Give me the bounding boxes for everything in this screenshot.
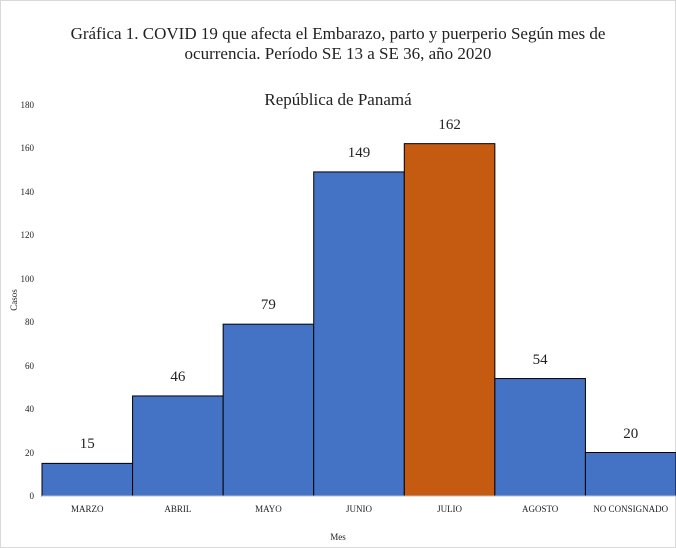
x-tick-label: JULIO (437, 504, 463, 514)
y-tick-label: 20 (25, 447, 34, 458)
data-label: 46 (170, 368, 186, 385)
data-label: 79 (260, 297, 276, 314)
y-axis-label: Casos (9, 289, 19, 311)
bar (494, 378, 586, 497)
data-label: 15 (79, 436, 95, 453)
data-label: 149 (347, 144, 371, 161)
x-tick-label: JUNIO (346, 504, 372, 514)
bar (132, 395, 224, 497)
y-tick-label: 0 (29, 491, 35, 501)
data-label: 54 (532, 351, 548, 368)
y-tick-label: 120 (20, 230, 35, 240)
bar (41, 462, 134, 497)
x-tick-label: NO CONSIGNADO (593, 504, 669, 514)
bar (222, 323, 315, 497)
bar (403, 143, 496, 497)
bar (584, 452, 676, 497)
x-tick-label: MAYO (255, 504, 282, 514)
x-tick-label: ABRIL (164, 504, 192, 514)
y-tick-label: 160 (20, 143, 35, 153)
y-tick-label: 40 (25, 404, 34, 414)
x-axis-label: Mes (330, 532, 346, 542)
x-tick-label: MARZO (71, 504, 104, 514)
data-label: 20 (623, 425, 639, 442)
chart-title: Gráfica 1. COVID 19 que afecta el Embara… (70, 24, 606, 63)
chart-subtitle: República de Panamá (264, 90, 412, 109)
y-tick-label: 80 (25, 317, 34, 327)
y-tick-label: 180 (20, 99, 35, 110)
y-tick-label: 140 (20, 186, 35, 197)
x-tick-label: AGOSTO (521, 504, 559, 514)
y-tick-label: 100 (20, 273, 35, 284)
bar (313, 171, 405, 497)
y-tick-label: 60 (25, 360, 34, 371)
data-label: 162 (438, 116, 461, 133)
